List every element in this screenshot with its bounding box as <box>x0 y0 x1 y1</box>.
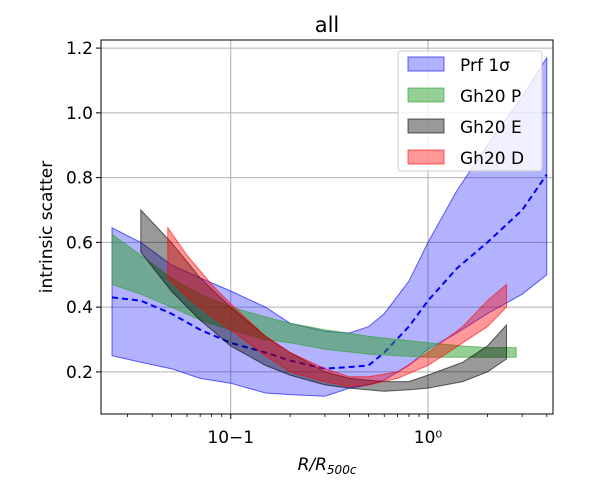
legend-swatch <box>407 149 445 165</box>
band-gh20-p <box>111 233 517 358</box>
series-area <box>111 56 548 397</box>
y-tick-label: 0.4 <box>66 298 93 318</box>
y-tick-label: 0.8 <box>66 169 93 189</box>
axis-ticks: 0.2 0.4 0.6 0.8 1.0 1.2 10−1 10⁰ <box>66 39 548 448</box>
y-tick-label: 0.2 <box>66 363 93 383</box>
legend-label: Gh20 E <box>460 118 522 138</box>
y-axis-label: intrinsic scatter <box>37 161 57 293</box>
x-tick-label: 10−1 <box>207 428 254 448</box>
y-tick-label: 1.0 <box>66 104 93 124</box>
legend-swatch <box>407 56 445 72</box>
legend-swatch <box>407 87 445 103</box>
legend-label: Prf 1σ <box>460 56 510 76</box>
band-gh20-d <box>167 226 507 388</box>
y-tick-label: 1.2 <box>66 39 93 59</box>
y-tick-label: 0.6 <box>66 233 93 253</box>
legend-box <box>397 50 543 172</box>
median-line-prf-1 <box>111 173 548 370</box>
legend-swatch <box>407 118 445 134</box>
legend-label: Gh20 D <box>460 149 524 169</box>
x-tick-label: 10⁰ <box>414 428 443 448</box>
x-axis-label: R/R500c <box>298 455 357 477</box>
chart-title: all <box>315 13 340 37</box>
legend-label: Gh20 P <box>460 87 521 107</box>
plot-frame <box>100 39 554 415</box>
legend: Prf 1σ Gh20 P Gh20 E Gh20 D <box>397 50 543 172</box>
